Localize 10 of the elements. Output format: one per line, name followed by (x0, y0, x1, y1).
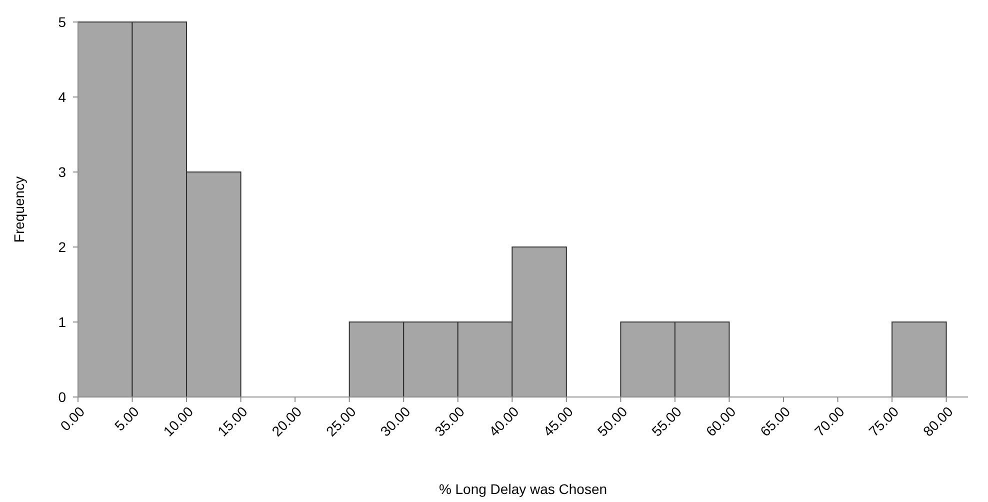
x-axis-title: % Long Delay was Chosen (438, 481, 608, 497)
y-tick-label: 2 (58, 238, 66, 255)
y-tick-label: 5 (58, 14, 66, 30)
y-tick-label: 4 (58, 88, 66, 105)
y-tick-label: 1 (58, 314, 66, 330)
y-tick-label: 0 (58, 388, 66, 405)
y-tick-label: 3 (58, 164, 66, 180)
x-tick-label: 0.00 (57, 403, 88, 434)
y-axis-title: Frequency (11, 176, 27, 243)
x-tick-label: 5.00 (111, 403, 142, 434)
